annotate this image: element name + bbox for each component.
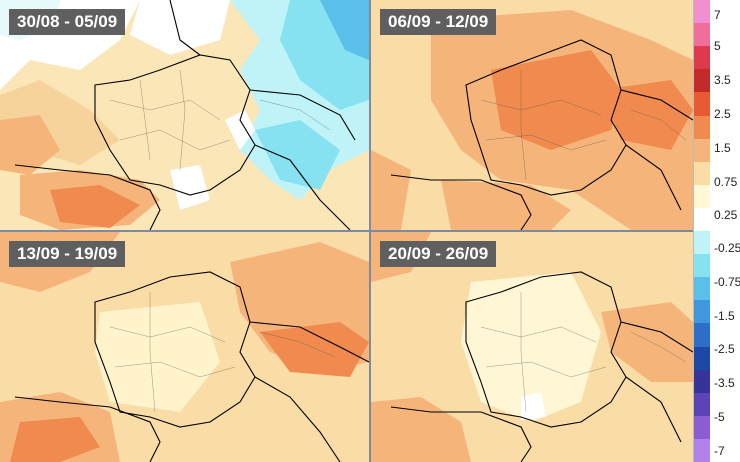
period-label: 20/09 - 26/09 (380, 241, 497, 267)
legend-swatch (693, 438, 710, 462)
legend-swatch (693, 46, 710, 70)
legend-tick-label: -3.5 (714, 376, 735, 390)
legend-swatch (693, 323, 710, 347)
legend-swatch (693, 346, 710, 371)
legend-tick-label: 3.5 (714, 73, 731, 87)
legend-swatch (693, 138, 710, 163)
legend-swatch (693, 231, 710, 255)
legend-swatch (693, 69, 710, 93)
period-label: 06/09 - 12/09 (380, 9, 497, 35)
legend-swatch (693, 392, 710, 417)
legend-tick-label: -1.5 (714, 309, 735, 323)
legend-swatch (693, 23, 710, 47)
map-panel-week-1: 30/08 - 05/09 (0, 0, 369, 230)
legend-tick-label: -2.5 (714, 342, 735, 356)
legend-swatch (693, 115, 710, 140)
anomaly-map (371, 0, 693, 230)
legend-tick-label: 7 (714, 8, 721, 22)
anomaly-map (0, 0, 369, 230)
legend-swatch (693, 300, 710, 324)
legend-tick-label: 2.5 (714, 107, 731, 121)
legend-tick-label: 1.5 (714, 141, 731, 155)
legend-swatch (693, 161, 710, 186)
period-label: 30/08 - 05/09 (9, 9, 126, 35)
legend-swatch (693, 415, 710, 440)
map-panel-week-3: 13/09 - 19/09 (0, 232, 369, 462)
legend-swatch (693, 207, 710, 232)
legend-tick-label: -0.25 (714, 241, 740, 255)
legend-swatch (693, 369, 710, 394)
legend-tick-label: -5 (714, 410, 725, 424)
panel-divider-vertical (369, 0, 371, 462)
legend-tick-label: 0.75 (714, 175, 738, 189)
map-panel-week-4: 20/09 - 26/09 (371, 232, 693, 462)
legend-swatch (693, 0, 710, 24)
legend-tick-label: -0.75 (714, 275, 740, 289)
period-label: 13/09 - 19/09 (9, 241, 126, 267)
legend-swatch (693, 254, 710, 278)
anomaly-map (0, 232, 369, 462)
map-panel-week-2: 06/09 - 12/09 (371, 0, 693, 230)
legend-swatch (693, 184, 710, 209)
anomaly-map (371, 232, 693, 462)
legend-swatch (693, 277, 710, 301)
legend-tick-label: 0.25 (714, 208, 738, 222)
legend-tick-label: -7 (714, 444, 725, 458)
color-scale-legend: 7 5 3.5 2.5 1.5 0.75 0.25 -0.25 -0.75 -1.5 -2.5 -3.… (693, 0, 740, 462)
panel-divider-horizontal (0, 230, 694, 232)
legend-tick-label: 5 (714, 39, 721, 53)
legend-swatch (693, 92, 710, 116)
